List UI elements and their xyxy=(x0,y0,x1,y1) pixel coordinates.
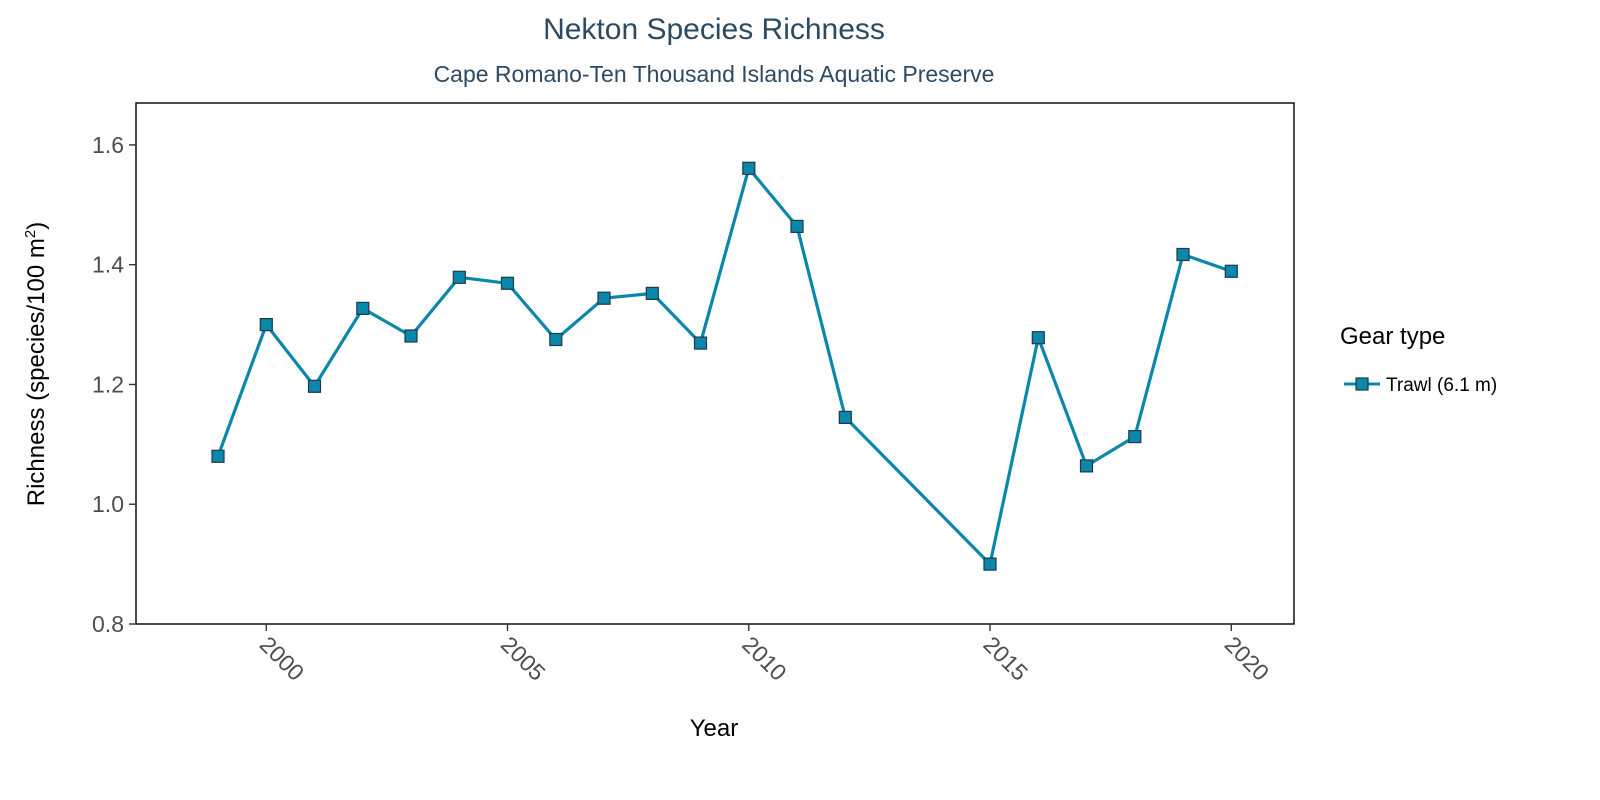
data-point-marker xyxy=(742,161,756,175)
y-axis-title: Richness (species/100 m2) xyxy=(22,222,50,506)
y-tick-label: 1.4 xyxy=(92,252,124,278)
data-point-marker xyxy=(549,332,563,347)
x-tick-label: 2010 xyxy=(737,631,792,686)
data-point-marker xyxy=(693,336,708,350)
legend-title: Gear type xyxy=(1340,323,1445,350)
x-tick-label: 2005 xyxy=(496,631,551,686)
y-tick-label: 1.6 xyxy=(92,132,124,158)
legend: Gear type Trawl (6.1 m) xyxy=(1340,323,1497,396)
data-point-marker xyxy=(404,329,418,343)
data-point-marker xyxy=(1176,247,1190,262)
x-axis: 2000 2005 2010 2015 2020 xyxy=(255,624,1275,686)
chart-title: Nekton Species Richness xyxy=(543,13,885,46)
y-axis-title-close: ) xyxy=(23,222,50,230)
plot-panel-border xyxy=(135,102,1295,625)
x-tick-label: 2015 xyxy=(978,631,1033,686)
data-point-marker xyxy=(1079,459,1094,473)
y-axis-title-superscript: 2 xyxy=(22,230,39,238)
x-tick-label: 2020 xyxy=(1220,631,1275,686)
data-point-marker xyxy=(790,219,804,233)
data-point-marker xyxy=(1031,331,1045,345)
data-point-marker xyxy=(500,276,515,290)
data-point-marker xyxy=(259,318,273,332)
y-tick-label: 1.0 xyxy=(92,491,124,517)
data-point-marker xyxy=(356,301,370,315)
data-point-marker xyxy=(1128,430,1142,444)
data-point-marker xyxy=(597,291,611,305)
data-point-marker xyxy=(452,270,466,284)
legend-label-trawl: Trawl (6.1 m) xyxy=(1386,375,1497,396)
y-tick-label: 1.2 xyxy=(92,371,124,397)
data-point-marker xyxy=(983,557,997,571)
series-line-trawl xyxy=(216,166,1233,566)
x-tick-label: 2000 xyxy=(255,631,310,686)
data-point-marker xyxy=(645,286,659,300)
data-point-marker xyxy=(307,379,322,393)
y-tick-label: 0.8 xyxy=(92,611,124,637)
series-layer xyxy=(211,161,1238,571)
data-point-marker xyxy=(838,410,852,424)
data-point-marker xyxy=(211,449,225,463)
data-point-marker xyxy=(1224,264,1238,278)
y-axis: 0.8 1.0 1.2 1.4 1.6 xyxy=(92,132,136,637)
legend-key-marker xyxy=(1355,377,1369,391)
chart-subtitle: Cape Romano-Ten Thousand Islands Aquatic… xyxy=(434,61,995,87)
y-axis-title-main: Richness (species/100 m xyxy=(23,238,50,506)
x-axis-title: Year xyxy=(690,715,739,742)
